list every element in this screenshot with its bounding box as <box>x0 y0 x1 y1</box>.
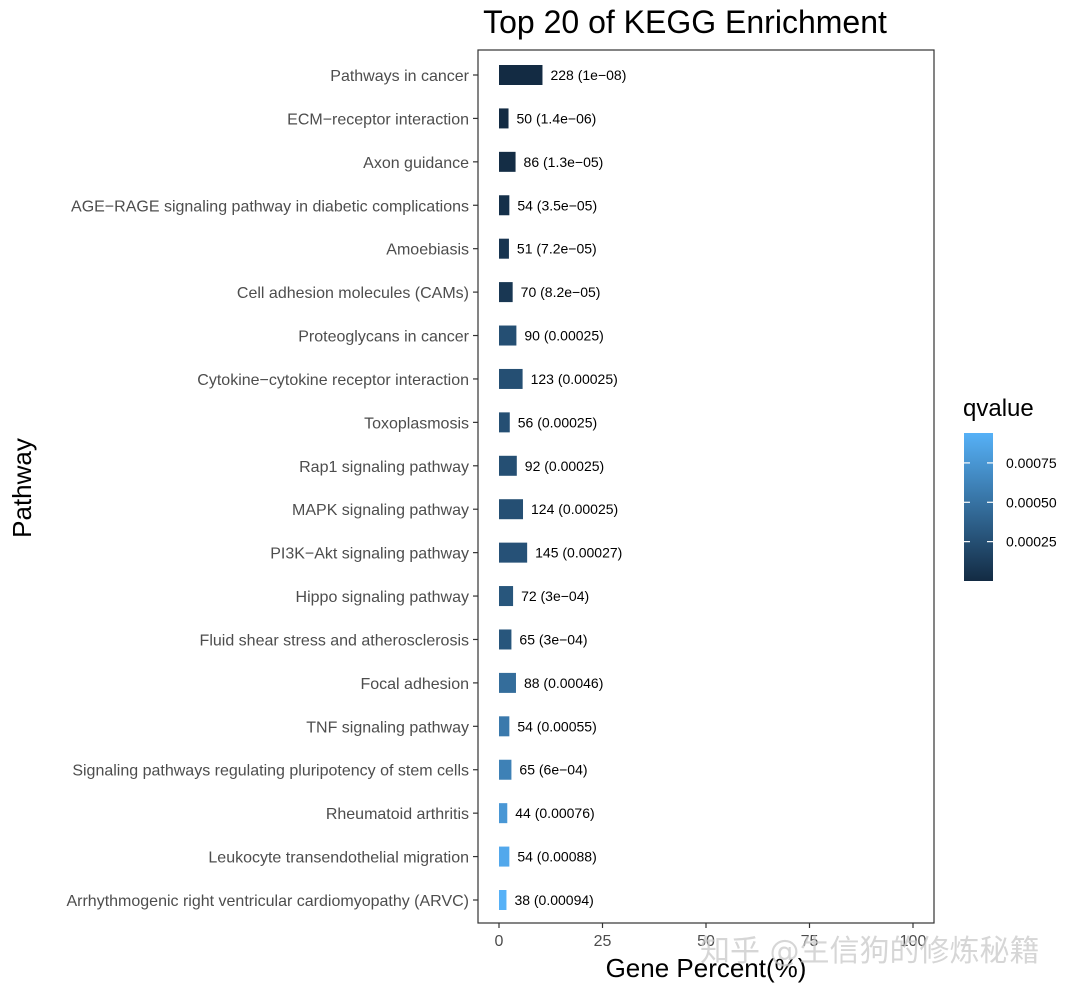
bar <box>499 542 528 563</box>
x-tick-label: 75 <box>801 933 819 950</box>
bar-data-label: 54 (0.00055) <box>517 718 596 734</box>
bar <box>499 629 512 650</box>
y-axis-label: Pathway <box>7 438 37 538</box>
bar-data-label: 123 (0.00025) <box>531 371 618 387</box>
category-label: Proteoglycans in cancer <box>298 329 469 346</box>
bar-data-label: 50 (1.4e−06) <box>517 110 597 126</box>
bar-data-label: 56 (0.00025) <box>518 414 597 430</box>
bar <box>499 672 516 693</box>
category-label: Pathways in cancer <box>330 68 469 85</box>
category-label: Signaling pathways regulating pluripoten… <box>72 763 469 780</box>
bar <box>499 238 509 259</box>
category-label: MAPK signaling pathway <box>292 502 469 519</box>
bar <box>499 499 524 520</box>
bar-data-label: 90 (0.00025) <box>524 328 603 344</box>
category-label: Toxoplasmosis <box>364 415 469 432</box>
x-tick-label: 50 <box>697 933 715 950</box>
bar-data-label: 70 (8.2e−05) <box>521 284 601 300</box>
bar-data-label: 72 (3e−04) <box>521 588 589 604</box>
category-label: Rheumatoid arthritis <box>326 806 469 823</box>
bar-data-label: 54 (0.00088) <box>517 849 596 865</box>
category-label: PI3K−Akt signaling pathway <box>270 546 469 563</box>
legend-title: qvalue <box>963 395 1034 422</box>
bar <box>499 716 510 737</box>
bar-data-label: 51 (7.2e−05) <box>517 241 597 257</box>
bar <box>499 803 508 824</box>
bar <box>499 846 510 867</box>
x-tick-label: 25 <box>594 933 612 950</box>
watermark: 知乎 @生信狗的修炼秘籍 <box>700 934 1040 969</box>
category-label: Hippo signaling pathway <box>296 589 469 606</box>
bar-data-label: 92 (0.00025) <box>525 458 604 474</box>
bar <box>499 368 523 389</box>
category-label: Fluid shear stress and atherosclerosis <box>200 632 469 649</box>
category-label: TNF signaling pathway <box>306 719 469 736</box>
bar <box>499 108 509 129</box>
category-label: Cell adhesion molecules (CAMs) <box>237 285 469 302</box>
bar-data-label: 65 (6e−04) <box>519 762 587 778</box>
x-axis: 0 25 50 75 100 <box>495 923 927 950</box>
bar <box>499 586 514 607</box>
legend-tick-label: 0.00025 <box>1006 534 1057 550</box>
legend-colorbar <box>964 433 993 581</box>
bar-data-label: 44 (0.00076) <box>515 805 594 821</box>
category-label: Axon guidance <box>363 155 469 172</box>
x-tick-label: 0 <box>495 933 504 950</box>
bar <box>499 65 543 85</box>
bar-data-label: 124 (0.00025) <box>531 501 618 517</box>
bar <box>499 759 512 780</box>
bar-data-label: 88 (0.00046) <box>524 675 603 691</box>
category-label: Cytokine−cytokine receptor interaction <box>197 372 469 389</box>
color-legend: qvalue 0.00025 0.00050 0.00075 <box>963 395 1057 581</box>
bar-data-label: 38 (0.00094) <box>514 892 593 908</box>
category-label: Arrhythmogenic right ventricular cardiom… <box>66 893 469 910</box>
bar <box>499 195 510 216</box>
chart-title: Top 20 of KEGG Enrichment <box>483 4 887 40</box>
bar <box>499 325 517 346</box>
bar <box>499 282 513 303</box>
category-label: Rap1 signaling pathway <box>299 459 469 476</box>
bar-data-label: 65 (3e−04) <box>519 631 587 647</box>
bar-data-label: 54 (3.5e−05) <box>517 197 597 213</box>
legend-tick-label: 0.00075 <box>1006 455 1057 471</box>
bar <box>499 455 517 476</box>
category-label: Amoebiasis <box>386 242 469 259</box>
bar-data-label: 228 (1e−08) <box>550 67 626 83</box>
legend-tick-label: 0.00050 <box>1006 494 1057 510</box>
category-label: Focal adhesion <box>360 676 469 693</box>
bar-data-label: 145 (0.00027) <box>535 545 622 561</box>
bars-layer: Pathways in cancer 228 (1e−08) ECM−recepto… <box>66 65 626 910</box>
legend-ticks: 0.00025 0.00050 0.00075 <box>964 455 1057 550</box>
category-label: AGE−RAGE signaling pathway in diabetic c… <box>71 198 469 215</box>
category-label: ECM−receptor interaction <box>287 111 469 128</box>
x-tick-label: 100 <box>900 933 927 950</box>
plot-panel <box>477 49 935 924</box>
bar <box>499 412 510 433</box>
bar <box>499 890 507 910</box>
bar <box>499 151 516 172</box>
bar-data-label: 86 (1.3e−05) <box>524 154 604 170</box>
x-axis-label: Gene Percent(%) <box>606 953 807 983</box>
category-label: Leukocyte transendothelial migration <box>208 850 469 867</box>
